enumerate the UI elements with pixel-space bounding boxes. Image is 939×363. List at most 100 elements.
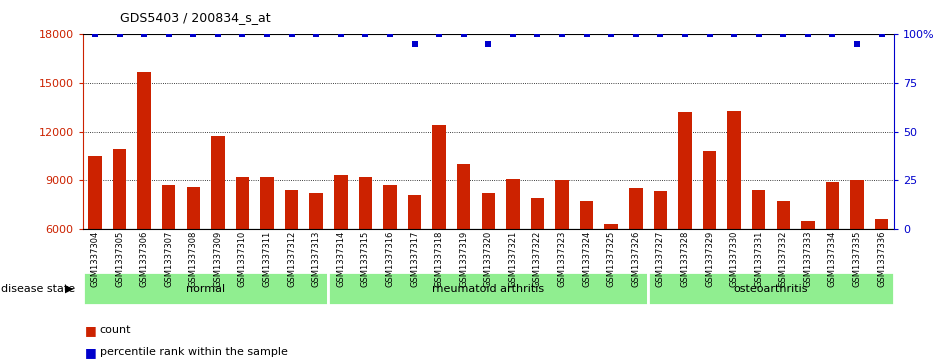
Bar: [334, 175, 347, 229]
Text: GSM1337333: GSM1337333: [804, 231, 812, 287]
Bar: [88, 156, 101, 229]
Bar: [457, 164, 470, 229]
Text: GSM1337320: GSM1337320: [484, 231, 493, 287]
Text: GSM1337308: GSM1337308: [189, 231, 198, 287]
Text: GSM1337318: GSM1337318: [435, 231, 443, 287]
Bar: [702, 151, 716, 229]
Text: osteoarthritis: osteoarthritis: [733, 284, 808, 294]
Bar: [825, 182, 839, 229]
Point: [432, 32, 447, 37]
Text: GSM1337311: GSM1337311: [263, 231, 271, 287]
Point: [210, 32, 225, 37]
Bar: [555, 180, 569, 229]
Bar: [359, 177, 372, 229]
Point: [333, 32, 348, 37]
Text: GSM1337314: GSM1337314: [336, 231, 346, 287]
Text: GSM1337331: GSM1337331: [754, 231, 763, 287]
Text: GSM1337332: GSM1337332: [778, 231, 788, 287]
Text: GSM1337336: GSM1337336: [877, 231, 886, 287]
Bar: [137, 72, 151, 229]
Bar: [801, 221, 815, 229]
Bar: [531, 198, 545, 229]
Text: GSM1337319: GSM1337319: [459, 231, 469, 287]
Text: rheumatoid arthritis: rheumatoid arthritis: [432, 284, 545, 294]
Point: [358, 32, 373, 37]
Text: GSM1337322: GSM1337322: [533, 231, 542, 287]
Point: [407, 41, 422, 47]
Text: GSM1337327: GSM1337327: [655, 231, 665, 287]
Text: GSM1337328: GSM1337328: [681, 231, 689, 287]
Text: GSM1337305: GSM1337305: [115, 231, 124, 287]
Point: [456, 32, 471, 37]
Point: [382, 32, 397, 37]
Text: GSM1337304: GSM1337304: [90, 231, 100, 287]
Text: ■: ■: [85, 324, 97, 337]
Bar: [211, 136, 224, 229]
Bar: [408, 195, 422, 229]
Point: [505, 32, 520, 37]
Text: disease state: disease state: [1, 284, 75, 294]
Point: [604, 32, 619, 37]
Point: [555, 32, 570, 37]
FancyBboxPatch shape: [83, 272, 329, 305]
Text: GSM1337324: GSM1337324: [582, 231, 592, 287]
Point: [628, 32, 643, 37]
Text: normal: normal: [186, 284, 225, 294]
Bar: [113, 150, 126, 229]
Point: [481, 41, 496, 47]
Bar: [678, 112, 692, 229]
Text: ▶: ▶: [65, 284, 73, 294]
Text: GSM1337312: GSM1337312: [287, 231, 296, 287]
Point: [727, 32, 742, 37]
Point: [112, 32, 127, 37]
Point: [87, 32, 102, 37]
Text: percentile rank within the sample: percentile rank within the sample: [100, 347, 287, 357]
Point: [162, 32, 177, 37]
Bar: [506, 179, 519, 229]
Bar: [851, 180, 864, 229]
Bar: [728, 111, 741, 229]
Bar: [383, 185, 396, 229]
Point: [776, 32, 791, 37]
Text: GSM1337326: GSM1337326: [631, 231, 640, 287]
Bar: [654, 191, 667, 229]
Bar: [482, 193, 495, 229]
Bar: [629, 188, 642, 229]
FancyBboxPatch shape: [329, 272, 648, 305]
Bar: [432, 125, 446, 229]
Point: [136, 32, 151, 37]
Point: [800, 32, 815, 37]
Point: [235, 32, 250, 37]
Bar: [285, 190, 299, 229]
Bar: [162, 185, 176, 229]
Text: GSM1337307: GSM1337307: [164, 231, 173, 287]
Text: GSM1337316: GSM1337316: [385, 231, 394, 287]
Point: [653, 32, 668, 37]
FancyBboxPatch shape: [648, 272, 894, 305]
Text: GDS5403 / 200834_s_at: GDS5403 / 200834_s_at: [120, 11, 270, 24]
Point: [186, 32, 201, 37]
Point: [850, 41, 865, 47]
Bar: [187, 187, 200, 229]
Point: [259, 32, 274, 37]
Text: ■: ■: [85, 346, 97, 359]
Text: GSM1337309: GSM1337309: [213, 231, 223, 287]
Text: GSM1337325: GSM1337325: [607, 231, 616, 287]
Point: [751, 32, 766, 37]
Text: GSM1337335: GSM1337335: [853, 231, 862, 287]
Bar: [605, 224, 618, 229]
Bar: [777, 201, 790, 229]
Bar: [752, 190, 765, 229]
Text: GSM1337306: GSM1337306: [140, 231, 148, 287]
Bar: [310, 193, 323, 229]
Point: [677, 32, 692, 37]
Text: GSM1337334: GSM1337334: [828, 231, 837, 287]
Bar: [260, 177, 274, 229]
Point: [309, 32, 324, 37]
Text: GSM1337330: GSM1337330: [730, 231, 739, 287]
Bar: [236, 177, 249, 229]
Point: [285, 32, 300, 37]
Bar: [580, 201, 593, 229]
Text: count: count: [100, 325, 131, 335]
Bar: [875, 219, 888, 229]
